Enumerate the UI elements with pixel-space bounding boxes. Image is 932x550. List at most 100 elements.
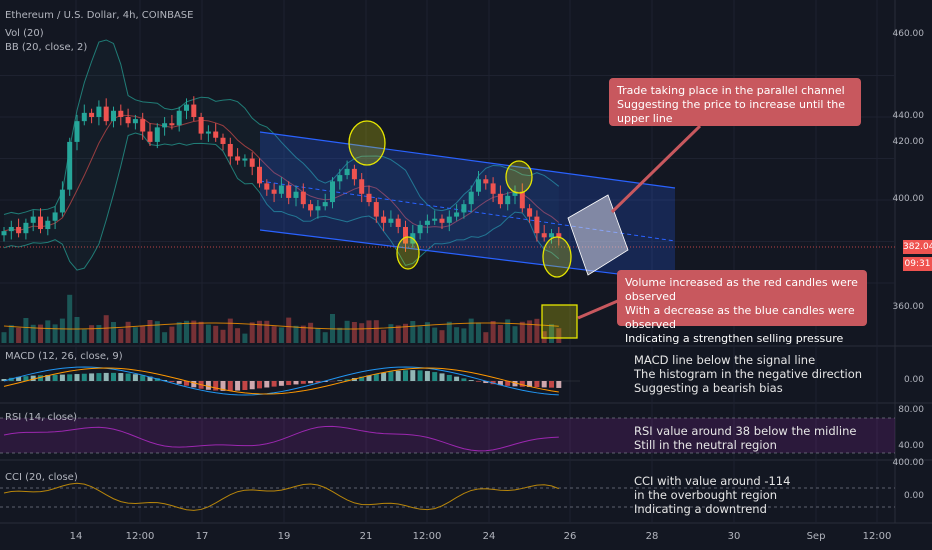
volume-bar (52, 324, 58, 343)
macd-histogram-bar (541, 381, 547, 388)
candle-body (278, 185, 284, 194)
macd-histogram-bar (257, 381, 262, 389)
cci-note: CCI with value around -114 in the overbo… (634, 474, 791, 516)
candle-body (293, 191, 299, 198)
candle-body (74, 121, 80, 142)
candle-body (330, 181, 335, 203)
candle-body (468, 191, 474, 205)
candle-body (118, 110, 124, 117)
candle-body (381, 216, 387, 223)
time-tick: Sep (806, 531, 826, 542)
candle-body (454, 212, 460, 217)
price-tick: 400.00 (892, 194, 925, 204)
macd-histogram-bar (235, 381, 241, 391)
candle-body (344, 168, 350, 176)
callout-pointer (577, 298, 621, 320)
volume-bar (198, 321, 204, 343)
candle-body (227, 143, 233, 157)
macd-histogram-bar (300, 381, 306, 384)
candle-body (184, 104, 189, 111)
volume-bar (534, 318, 540, 343)
volume-bar (381, 329, 387, 343)
macd-histogram-bar (74, 374, 80, 381)
macd-histogram-bar (23, 376, 29, 381)
macd-histogram-bar (140, 375, 146, 381)
volume-bar (74, 317, 80, 343)
candle-body (337, 175, 343, 182)
volume-bar (490, 321, 496, 343)
candle-body (45, 220, 51, 230)
volume-bar (359, 323, 365, 343)
candle-body (549, 233, 554, 238)
volume-bar (118, 328, 124, 343)
candle-body (541, 233, 547, 238)
macd-histogram-bar (359, 376, 365, 381)
macd-histogram-bar (432, 372, 438, 381)
candle-body (198, 117, 204, 134)
volume-bar (162, 332, 168, 343)
macd-label: MACD (12, 26, close, 9) (5, 351, 123, 362)
cci-tick: 0.00 (903, 491, 924, 501)
price-tick: 440.00 (892, 111, 925, 121)
volume-bar (505, 319, 511, 343)
macd-histogram-bar (67, 374, 73, 381)
macd-histogram-bar (519, 381, 525, 387)
volume-bar (125, 321, 131, 343)
channel-fill (260, 132, 675, 281)
volume-callout: Volume increased as the red candles were… (617, 270, 867, 345)
candle-body (162, 123, 168, 128)
macd-histogram-bar (176, 381, 182, 384)
volume-bar (527, 320, 533, 343)
candle-body (286, 185, 292, 198)
rsi-tick: 40.00 (898, 441, 924, 451)
volume-bar (512, 326, 518, 343)
volume-bar (351, 322, 357, 343)
volume-indicator-label: Vol (20) (5, 28, 44, 39)
candle-body (271, 189, 277, 194)
candle-body (322, 202, 328, 207)
volume-bar (169, 326, 175, 343)
macd-histogram-bar (191, 381, 197, 388)
macd-histogram-bar (169, 381, 175, 382)
volume-bar (454, 327, 460, 343)
volume-bar (410, 321, 416, 343)
volume-bar (337, 327, 343, 343)
channel-callout: Trade taking place in the parallel chann… (609, 78, 861, 126)
target-arrow-box (567, 194, 629, 276)
candle-body (249, 158, 255, 167)
candle-body (242, 158, 248, 161)
volume-bar (497, 325, 503, 343)
volume-bar (140, 325, 146, 343)
macd-histogram-bar (549, 381, 554, 388)
volume-bar (30, 324, 36, 343)
price-tick: 460.00 (892, 29, 925, 39)
macd-histogram-bar (454, 376, 460, 381)
candle-body (176, 110, 182, 126)
rsi-line (3, 425, 559, 452)
candle-body (96, 106, 102, 117)
candle-body (359, 179, 365, 194)
bollinger-bands-label: BB (20, close, 2) (5, 42, 88, 53)
volume-bar (213, 325, 219, 343)
macd-histogram-bar (381, 372, 387, 381)
macd-tick: 0.00 (903, 375, 924, 385)
volume-bar (8, 325, 14, 343)
candle-body (446, 216, 452, 223)
candle-body (388, 218, 394, 223)
volume-bar (184, 320, 189, 343)
candle-body (461, 204, 467, 213)
macd-histogram-bar (220, 381, 226, 391)
candle-body (373, 202, 379, 217)
candle-body (519, 191, 525, 209)
volume-bar (205, 324, 211, 343)
volume-bar (257, 320, 262, 343)
candle-body (191, 104, 197, 117)
candle-body (395, 218, 401, 227)
volume-bar (278, 327, 284, 343)
volume-bar (1, 332, 7, 343)
macd-histogram-bar (344, 379, 350, 381)
highlight-circle (505, 160, 533, 194)
volume-bar (395, 325, 401, 343)
macd-histogram-bar (322, 381, 328, 382)
